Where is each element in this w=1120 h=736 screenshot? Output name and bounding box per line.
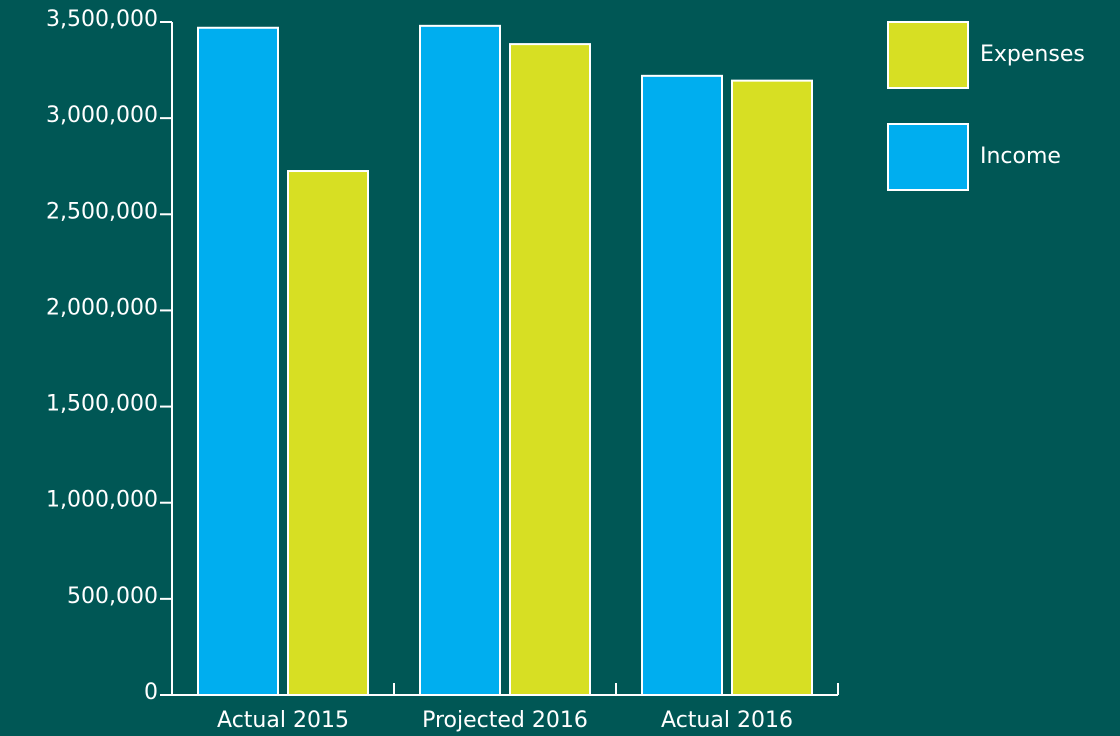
bar bbox=[509, 43, 591, 697]
y-tick-label: 2,500,000 bbox=[46, 199, 158, 224]
y-tick-label: 0 bbox=[144, 680, 158, 705]
legend-label: Expenses bbox=[980, 42, 1085, 67]
legend-swatch bbox=[887, 123, 969, 191]
y-tick-label: 2,000,000 bbox=[46, 295, 158, 320]
y-tick-label: 500,000 bbox=[67, 584, 158, 609]
x-tick-label: Actual 2016 bbox=[661, 708, 793, 733]
bar bbox=[287, 170, 369, 696]
y-tick-label: 3,000,000 bbox=[46, 103, 158, 128]
x-tick-label: Projected 2016 bbox=[422, 708, 588, 733]
y-tick-label: 3,500,000 bbox=[46, 7, 158, 32]
x-tick-label: Actual 2015 bbox=[217, 708, 349, 733]
bar bbox=[419, 24, 501, 697]
bar bbox=[641, 74, 723, 696]
y-tick-label: 1,500,000 bbox=[46, 392, 158, 417]
legend-swatch bbox=[887, 21, 969, 89]
bar bbox=[197, 26, 279, 697]
bar bbox=[731, 79, 813, 696]
legend-label: Income bbox=[980, 144, 1061, 169]
y-tick-label: 1,000,000 bbox=[46, 488, 158, 513]
